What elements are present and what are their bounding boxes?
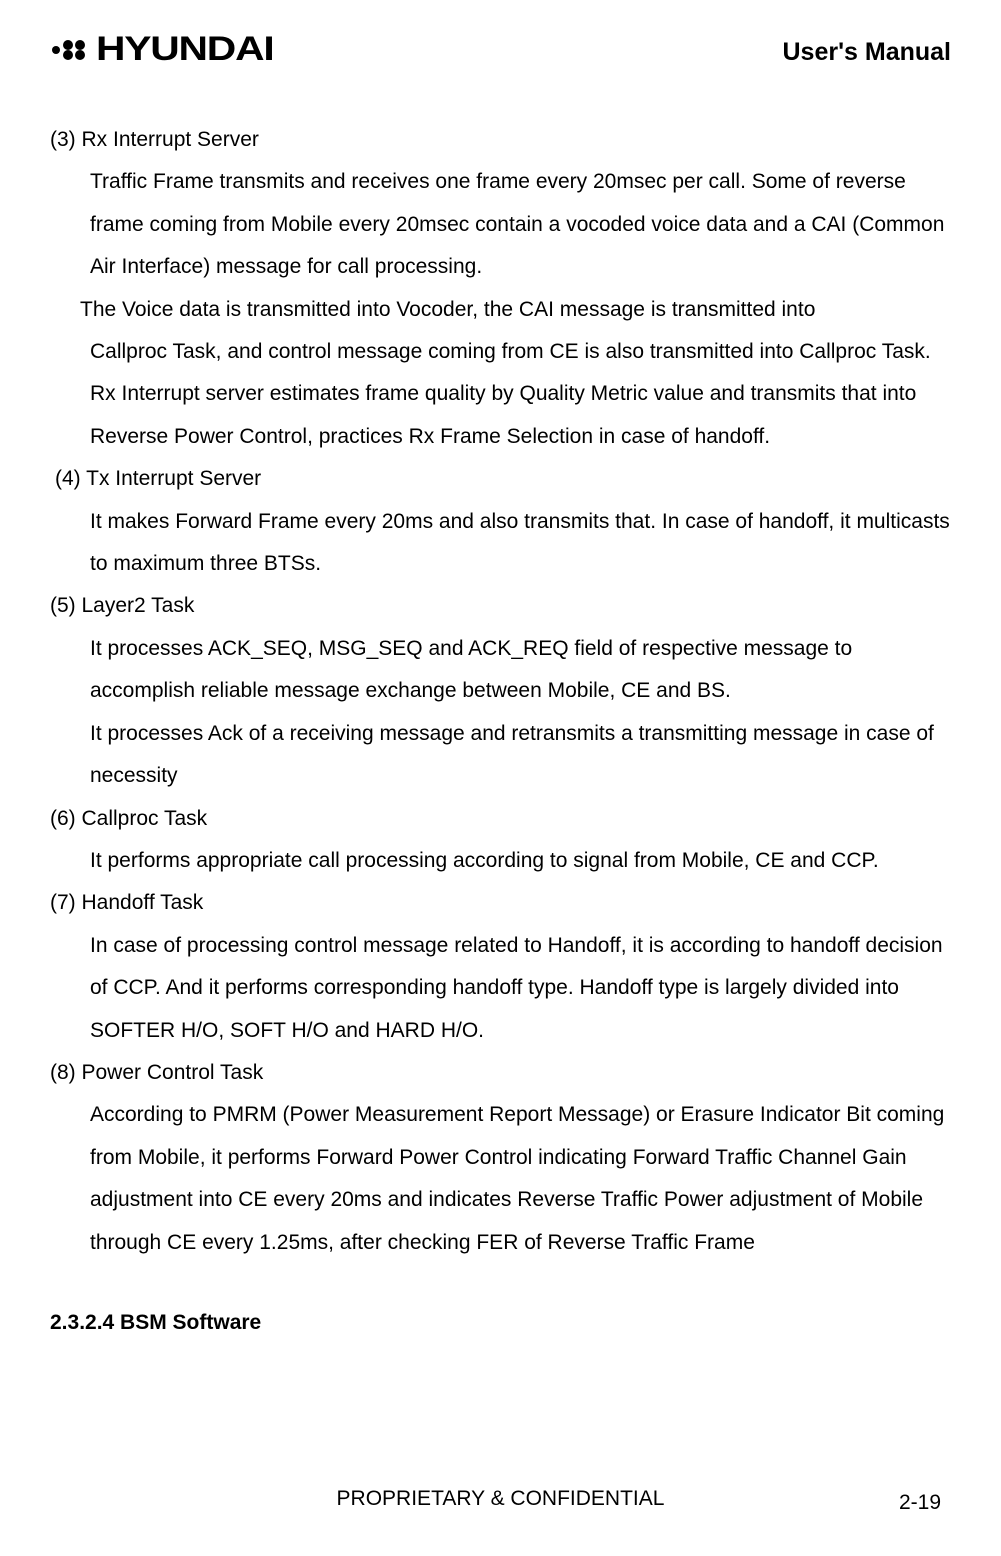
section-7-heading: (7) Handoff Task [50,882,951,924]
section-3-p3: Rx Interrupt server estimates frame qual… [50,373,951,458]
section-6-heading: (6) Callproc Task [50,798,951,840]
section-3-p2b: Callproc Task, and control message comin… [50,331,951,373]
section-8-p1: According to PMRM (Power Measurement Rep… [50,1094,951,1264]
section-3: (3) Rx Interrupt Server Traffic Frame tr… [50,119,951,458]
hyundai-logo: HYUNDAI [50,30,244,69]
header-title: User's Manual [782,38,951,67]
section-8: (8) Power Control Task According to PMRM… [50,1052,951,1264]
section-5: (5) Layer2 Task It processes ACK_SEQ, MS… [50,585,951,797]
footer-confidential: PROPRIETARY & CONFIDENTIAL [50,1487,951,1511]
section-6-p1: It performs appropriate call processing … [50,840,951,882]
section-3-heading: (3) Rx Interrupt Server [50,119,951,161]
section-4-heading: (4) Tx Interrupt Server [50,458,951,500]
subsection-heading: 2.3.2.4 BSM Software [50,1302,951,1344]
section-3-p1: Traffic Frame transmits and receives one… [50,161,951,288]
page-footer: PROPRIETARY & CONFIDENTIAL 2-19 [50,1487,951,1511]
section-5-heading: (5) Layer2 Task [50,585,951,627]
page-number: 2-19 [899,1491,941,1515]
section-5-p1: It processes ACK_SEQ, MSG_SEQ and ACK_RE… [50,628,951,713]
section-6: (6) Callproc Task It performs appropriat… [50,798,951,883]
section-4: (4) Tx Interrupt Server It makes Forward… [50,458,951,585]
logo-dots-icon [50,36,90,64]
section-8-heading: (8) Power Control Task [50,1052,951,1094]
section-4-p1: It makes Forward Frame every 20ms and al… [50,501,951,586]
logo-text: HYUNDAI [96,30,273,69]
section-5-p2: It processes Ack of a receiving message … [50,713,951,798]
section-3-p2: The Voice data is transmitted into Vocod… [50,289,951,331]
document-content: (3) Rx Interrupt Server Traffic Frame tr… [50,119,951,1344]
section-7: (7) Handoff Task In case of processing c… [50,882,951,1052]
section-7-p1: In case of processing control message re… [50,925,951,1052]
page-header: HYUNDAI User's Manual [50,30,951,69]
